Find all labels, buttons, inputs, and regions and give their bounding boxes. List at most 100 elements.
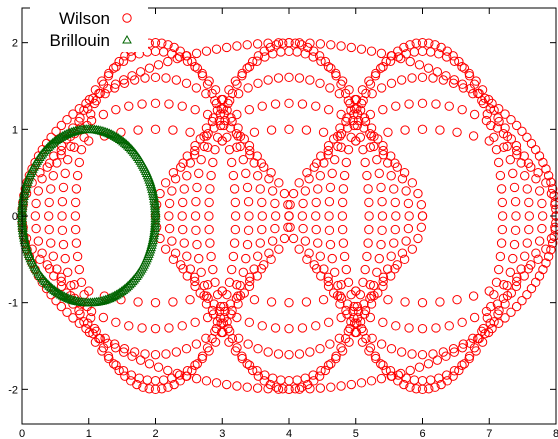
wilson-point: [522, 289, 532, 300]
wilson-point: [428, 349, 438, 359]
wilson-point: [344, 85, 354, 95]
wilson-point: [185, 127, 195, 137]
wilson-point: [404, 323, 414, 333]
wilson-point: [235, 280, 245, 291]
wilson-point: [359, 299, 369, 309]
wilson-point: [225, 123, 236, 133]
wilson-point: [227, 116, 237, 127]
wilson-point: [208, 309, 219, 319]
wilson-point: [88, 328, 98, 339]
wilson-point: [132, 379, 142, 390]
wilson-point: [404, 99, 414, 109]
wilson-point: [70, 224, 81, 235]
wilson-point: [71, 184, 82, 194]
wilson-point: [365, 293, 375, 304]
wilson-point: [343, 144, 354, 155]
wilson-point: [177, 101, 187, 111]
brillouin-point: [149, 193, 160, 203]
wilson-point: [323, 145, 334, 156]
wilson-point: [216, 301, 226, 312]
wilson-point: [442, 46, 452, 56]
wilson-point: [458, 83, 469, 93]
wilson-point: [318, 127, 329, 137]
wilson-point: [212, 317, 223, 327]
wilson-point: [103, 84, 113, 94]
wilson-point: [167, 236, 177, 246]
wilson-point: [212, 105, 223, 115]
wilson-point: [150, 323, 161, 334]
wilson-point: [325, 339, 335, 349]
wilson-point: [201, 333, 211, 343]
wilson-point: [189, 150, 200, 160]
x-tick-label: 7: [486, 428, 492, 439]
wilson-point: [327, 168, 337, 179]
wilson-point: [108, 63, 119, 73]
wilson-point: [336, 41, 346, 51]
wilson-point: [196, 267, 206, 278]
wilson-point: [182, 371, 192, 381]
wilson-point: [346, 105, 356, 115]
wilson-point: [164, 323, 174, 333]
wilson-point: [323, 317, 334, 328]
wilson-point: [325, 182, 336, 193]
wilson-point: [368, 141, 379, 152]
wilson-point: [294, 38, 305, 48]
wilson-point: [495, 170, 506, 181]
wilson-point: [516, 264, 526, 274]
wilson-point: [190, 62, 200, 72]
wilson-point: [356, 378, 367, 388]
wilson-point: [468, 131, 479, 141]
wilson-point: [436, 42, 446, 53]
wilson-point: [210, 337, 221, 347]
wilson-point: [492, 123, 503, 133]
wilson-point: [358, 277, 368, 288]
wilson-point: [135, 67, 146, 77]
wilson-point: [516, 158, 526, 168]
wilson-point: [191, 225, 201, 236]
wilson-point: [520, 171, 530, 181]
wilson-point: [182, 171, 192, 181]
wilson-point: [468, 89, 478, 99]
wilson-point: [372, 154, 382, 165]
wilson-point: [487, 323, 497, 334]
brillouin-point: [18, 193, 29, 203]
wilson-point: [435, 125, 445, 135]
wilson-point: [533, 167, 543, 178]
wilson-point: [298, 198, 308, 209]
wilson-point: [346, 42, 357, 53]
wilson-point: [252, 383, 263, 393]
wilson-point: [431, 323, 441, 333]
wilson-point: [190, 104, 200, 115]
wilson-point: [140, 349, 150, 359]
wilson-point: [52, 158, 62, 168]
wilson-point: [42, 260, 52, 270]
wilson-point: [71, 238, 82, 248]
wilson-point: [208, 157, 218, 168]
wilson-point: [424, 38, 434, 48]
wilson-point: [401, 236, 411, 246]
wilson-point: [360, 264, 370, 275]
wilson-point: [423, 63, 434, 73]
wilson-point: [362, 251, 372, 262]
wilson-point: [114, 56, 124, 67]
wilson-point: [366, 291, 377, 301]
wilson-point: [323, 281, 334, 291]
wilson-point: [356, 323, 367, 334]
wilson-point: [263, 38, 273, 48]
wilson-point: [444, 101, 454, 111]
brillouin-point: [98, 126, 109, 136]
wilson-point: [324, 211, 334, 221]
wilson-point: [51, 126, 61, 137]
wilson-point: [194, 253, 204, 264]
y-tick-label: 2: [12, 38, 18, 50]
wilson-point: [150, 37, 161, 48]
wilson-point: [111, 104, 121, 115]
wilson-point: [260, 370, 270, 380]
wilson-point: [377, 225, 387, 236]
wilson-point: [376, 239, 386, 250]
wilson-point: [364, 197, 374, 208]
wilson-point: [244, 145, 255, 156]
wilson-point: [311, 211, 321, 221]
wilson-point: [417, 124, 428, 135]
wilson-point: [124, 321, 134, 331]
